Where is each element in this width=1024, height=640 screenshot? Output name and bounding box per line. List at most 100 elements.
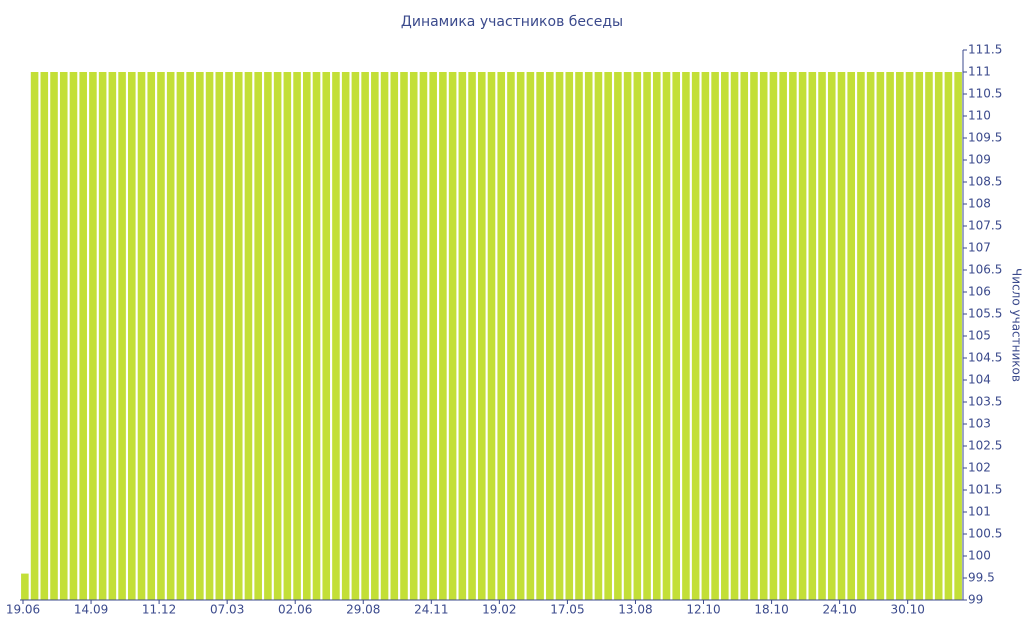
y-tick-label: 102.5: [968, 439, 1002, 453]
x-tick-label: 19.02: [482, 603, 516, 617]
bar: [546, 72, 554, 600]
x-tick-label: 14.09: [74, 603, 108, 617]
y-tick-label: 105.5: [968, 307, 1002, 321]
bar: [594, 72, 603, 600]
chart-title: Динамика участников беседы: [401, 14, 623, 30]
bar: [448, 72, 457, 600]
y-tick-label: 104: [968, 373, 991, 387]
x-tick-label: 29.08: [346, 603, 380, 617]
bar: [866, 72, 875, 600]
bar: [487, 72, 496, 600]
bar: [108, 72, 117, 600]
bar: [196, 72, 204, 600]
y-tick-label: 109: [968, 153, 991, 167]
bar: [118, 72, 126, 600]
bar: [409, 72, 418, 600]
bar: [419, 72, 428, 600]
bar: [847, 72, 855, 600]
y-tick-label: 99.5: [968, 571, 995, 585]
bar: [458, 72, 467, 600]
bar: [925, 72, 933, 600]
bar: [876, 72, 885, 600]
x-tick-label: 18.10: [754, 603, 788, 617]
y-tick-label: 110.5: [968, 87, 1002, 101]
bar: [905, 72, 914, 600]
x-tick-label: 02.06: [278, 603, 312, 617]
bar: [147, 72, 156, 600]
bar: [302, 72, 311, 600]
bar: [769, 72, 778, 600]
y-tick-label: 110: [968, 109, 991, 123]
x-tick-label: 19.06: [6, 603, 40, 617]
y-tick-label: 103.5: [968, 395, 1002, 409]
y-tick-label: 108.5: [968, 175, 1002, 189]
bar: [789, 72, 797, 600]
bar: [759, 72, 768, 600]
bar: [623, 72, 632, 600]
bar: [672, 72, 681, 600]
bar: [429, 72, 437, 600]
bar: [507, 72, 515, 600]
bar: [361, 72, 369, 600]
bar: [79, 72, 87, 600]
bar: [691, 72, 700, 600]
bar: [701, 72, 710, 600]
y-tick-label: 104.5: [968, 351, 1002, 365]
y-tick-label: 103: [968, 417, 991, 431]
y-tick-label: 100.5: [968, 527, 1002, 541]
bar: [98, 72, 107, 600]
bar: [40, 72, 49, 600]
bar: [254, 72, 262, 600]
bar: [332, 72, 340, 600]
bar: [468, 72, 476, 600]
bar: [808, 72, 817, 600]
y-tick-label: 106.5: [968, 263, 1002, 277]
y-tick-label: 101.5: [968, 483, 1002, 497]
bar: [536, 72, 544, 600]
y-tick-label: 107.5: [968, 219, 1002, 233]
bar: [215, 72, 224, 600]
x-tick-label: 30.10: [890, 603, 924, 617]
bar: [477, 72, 486, 600]
x-tick-label: 17.05: [550, 603, 584, 617]
bar: [234, 72, 243, 600]
bar: [312, 72, 321, 600]
bar: [351, 72, 360, 600]
bar: [176, 72, 185, 600]
bar: [555, 72, 564, 600]
bar: [322, 72, 331, 600]
bar: [662, 72, 671, 600]
y-tick-label: 105: [968, 329, 991, 343]
bar: [779, 72, 787, 600]
bar: [584, 72, 593, 600]
bar: [400, 72, 408, 600]
bar: [439, 72, 447, 600]
bar: [896, 72, 904, 600]
x-tick-label: 24.10: [822, 603, 856, 617]
bar: [954, 72, 962, 600]
bar: [137, 72, 146, 600]
x-tick-label: 12.10: [686, 603, 720, 617]
bar: [633, 72, 642, 600]
bar: [59, 72, 68, 600]
bar: [166, 72, 175, 600]
bar: [565, 72, 574, 600]
bar: [730, 72, 739, 600]
bar: [371, 72, 379, 600]
bar: [264, 72, 272, 600]
bar: [837, 72, 846, 600]
bar: [341, 72, 350, 600]
bar: [944, 72, 953, 600]
y-tick-label: 111.5: [968, 43, 1002, 57]
x-tick-label: 11.12: [142, 603, 176, 617]
x-tick-label: 13.08: [618, 603, 652, 617]
bar: [21, 573, 29, 600]
y-tick-label: 100: [968, 549, 991, 563]
y-tick-label: 107: [968, 241, 991, 255]
bar: [740, 72, 749, 600]
bar: [273, 72, 282, 600]
bar: [934, 72, 943, 600]
bar: [205, 72, 214, 600]
